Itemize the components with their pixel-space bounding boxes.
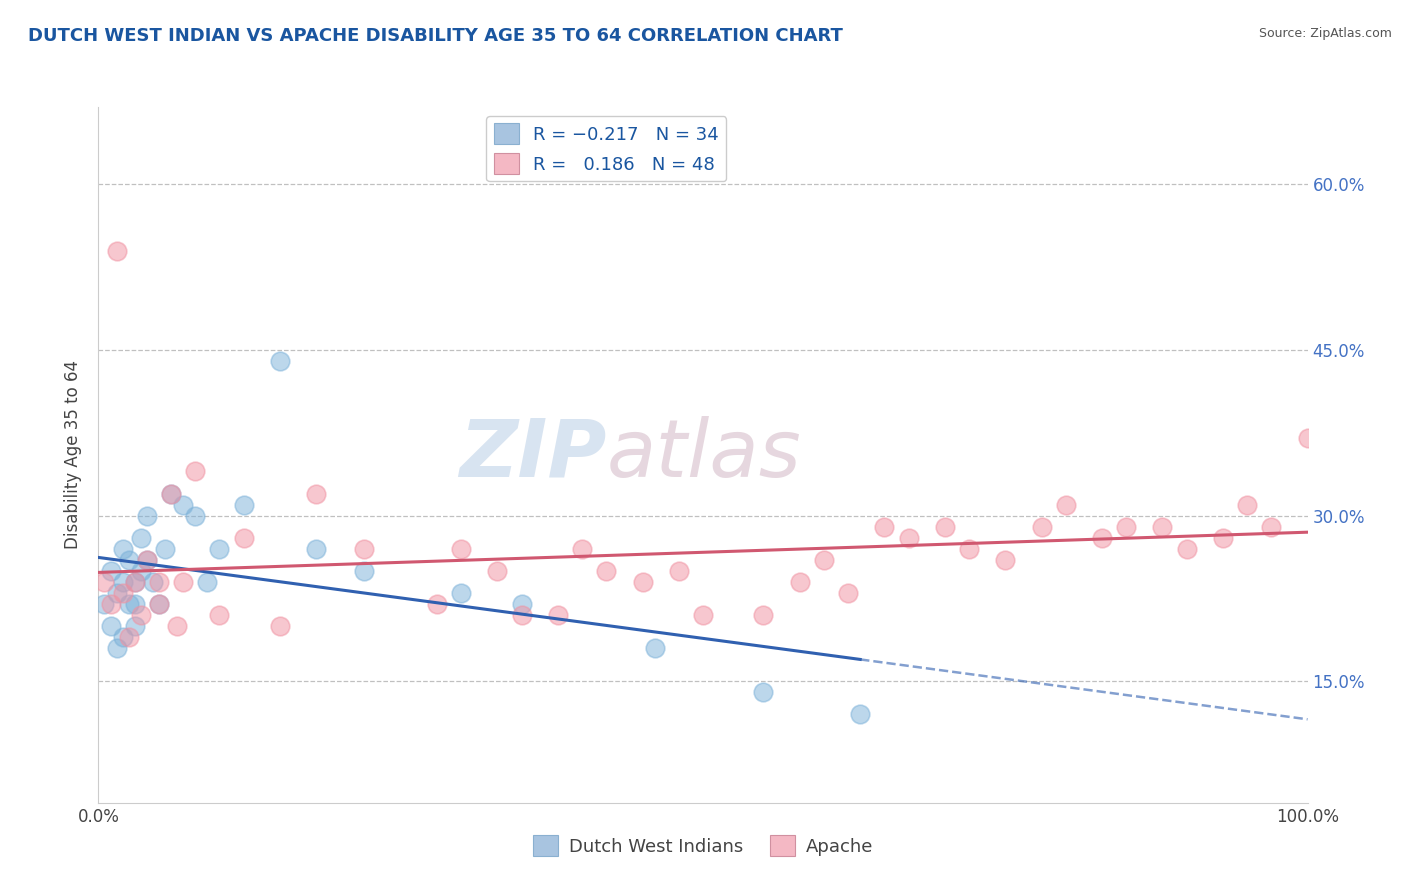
Point bbox=[172, 574, 194, 589]
Point bbox=[353, 564, 375, 578]
Text: Source: ZipAtlas.com: Source: ZipAtlas.com bbox=[1258, 27, 1392, 40]
Point bbox=[692, 608, 714, 623]
Point bbox=[752, 685, 775, 699]
Point bbox=[305, 486, 328, 500]
Point bbox=[1296, 431, 1319, 445]
Point bbox=[184, 465, 207, 479]
Point bbox=[195, 574, 218, 589]
Point bbox=[644, 641, 666, 656]
Point bbox=[105, 244, 128, 258]
Point bbox=[789, 574, 811, 589]
Point bbox=[668, 564, 690, 578]
Point bbox=[129, 531, 152, 545]
Point bbox=[450, 541, 472, 556]
Point bbox=[160, 486, 183, 500]
Point bbox=[142, 574, 165, 589]
Point bbox=[160, 486, 183, 500]
Point bbox=[571, 541, 593, 556]
Point bbox=[93, 597, 115, 611]
Point bbox=[124, 574, 146, 589]
Point bbox=[129, 608, 152, 623]
Text: ZIP: ZIP bbox=[458, 416, 606, 494]
Point bbox=[166, 619, 188, 633]
Point bbox=[184, 508, 207, 523]
Point bbox=[752, 608, 775, 623]
Point bbox=[148, 597, 170, 611]
Point bbox=[111, 630, 134, 644]
Point bbox=[510, 608, 533, 623]
Point bbox=[837, 586, 859, 600]
Point bbox=[1175, 541, 1198, 556]
Point bbox=[994, 553, 1017, 567]
Point bbox=[849, 707, 872, 722]
Point bbox=[135, 508, 157, 523]
Point bbox=[450, 586, 472, 600]
Point bbox=[232, 531, 254, 545]
Point bbox=[547, 608, 569, 623]
Point bbox=[124, 619, 146, 633]
Point bbox=[1091, 531, 1114, 545]
Point bbox=[148, 574, 170, 589]
Point bbox=[353, 541, 375, 556]
Point bbox=[897, 531, 920, 545]
Point bbox=[1054, 498, 1077, 512]
Point bbox=[1260, 519, 1282, 533]
Point bbox=[153, 541, 176, 556]
Point bbox=[118, 630, 141, 644]
Point bbox=[208, 541, 231, 556]
Point bbox=[934, 519, 956, 533]
Point bbox=[135, 553, 157, 567]
Point bbox=[118, 597, 141, 611]
Point bbox=[124, 597, 146, 611]
Point bbox=[305, 541, 328, 556]
Point bbox=[100, 597, 122, 611]
Point bbox=[595, 564, 617, 578]
Point bbox=[1115, 519, 1137, 533]
Point bbox=[873, 519, 896, 533]
Point bbox=[129, 564, 152, 578]
Point bbox=[135, 553, 157, 567]
Point bbox=[232, 498, 254, 512]
Point bbox=[105, 586, 128, 600]
Point bbox=[510, 597, 533, 611]
Point bbox=[93, 574, 115, 589]
Legend: Dutch West Indians, Apache: Dutch West Indians, Apache bbox=[526, 828, 880, 863]
Point bbox=[957, 541, 980, 556]
Point bbox=[269, 354, 291, 368]
Point bbox=[111, 541, 134, 556]
Point bbox=[124, 574, 146, 589]
Point bbox=[269, 619, 291, 633]
Y-axis label: Disability Age 35 to 64: Disability Age 35 to 64 bbox=[65, 360, 83, 549]
Point bbox=[1212, 531, 1234, 545]
Point bbox=[1152, 519, 1174, 533]
Point bbox=[813, 553, 835, 567]
Point bbox=[100, 564, 122, 578]
Text: atlas: atlas bbox=[606, 416, 801, 494]
Point bbox=[111, 586, 134, 600]
Point bbox=[172, 498, 194, 512]
Point bbox=[1031, 519, 1053, 533]
Point bbox=[148, 597, 170, 611]
Point bbox=[631, 574, 654, 589]
Text: DUTCH WEST INDIAN VS APACHE DISABILITY AGE 35 TO 64 CORRELATION CHART: DUTCH WEST INDIAN VS APACHE DISABILITY A… bbox=[28, 27, 844, 45]
Point bbox=[486, 564, 509, 578]
Point bbox=[208, 608, 231, 623]
Point bbox=[118, 553, 141, 567]
Point bbox=[1236, 498, 1258, 512]
Point bbox=[426, 597, 449, 611]
Point bbox=[111, 574, 134, 589]
Point bbox=[100, 619, 122, 633]
Point bbox=[105, 641, 128, 656]
